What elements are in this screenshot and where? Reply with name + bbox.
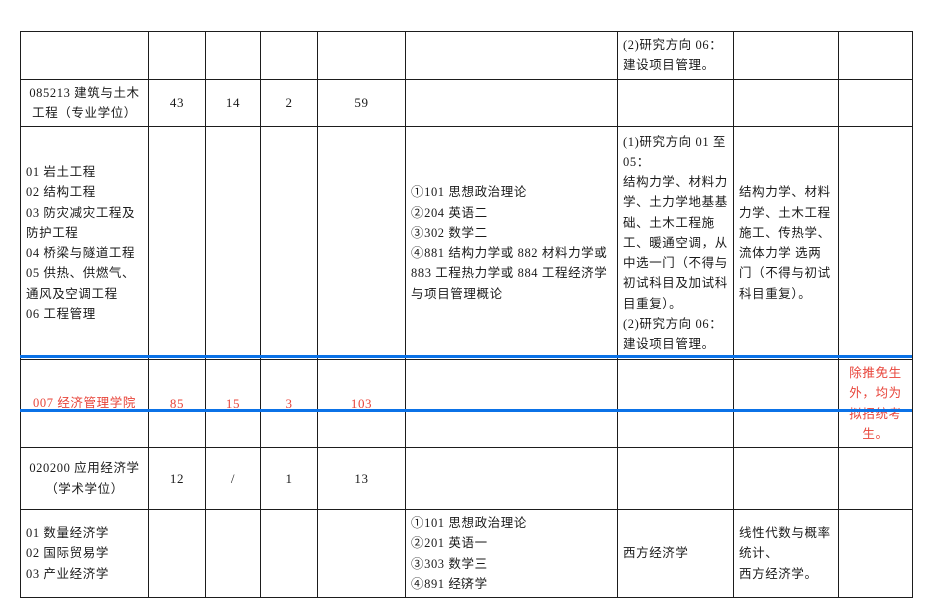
cell-other-count: 2 (260, 78, 318, 127)
cell-additional-subjects (733, 359, 839, 448)
cell-additional-subjects (733, 78, 839, 127)
cell-recommend-count: 14 (205, 78, 261, 127)
cell-other-count (260, 509, 318, 598)
cell-plan-count (148, 126, 206, 360)
cell-other-count: 1 (260, 447, 318, 510)
cell-program-name: 020200 应用经济学 （学术学位） (20, 447, 149, 510)
cell-total-count (317, 509, 406, 598)
cell-plan-count (148, 31, 206, 80)
cell-remarks (838, 31, 913, 80)
cell-retest-subjects: (1)研究方向 01 至 05： 结构力学、材料力学、土力学地基基础、土木工程施… (617, 126, 734, 360)
cell-remarks (838, 126, 913, 360)
cell-program-name (20, 31, 149, 80)
cell-retest-subjects (617, 447, 734, 510)
table-row: 085213 建筑与土木工程（专业学位） 43 14 2 59 (20, 78, 913, 127)
cell-total-count (317, 31, 406, 80)
cell-total-count: 13 (317, 447, 406, 510)
cell-remarks (838, 509, 913, 598)
cell-exam-subjects: ①101 思想政治理论 ②201 英语一 ③303 数学三 ④891 经济学 (405, 509, 618, 598)
cell-research-directions: 01 岩土工程 02 结构工程 03 防灾减灾工程及防护工程 04 桥梁与隧道工… (20, 126, 149, 360)
cell-plan-count: 12 (148, 447, 206, 510)
cell-recommend-count (205, 509, 261, 598)
cell-retest-subjects (617, 359, 734, 448)
cell-retest-subjects: 西方经济学 (617, 509, 734, 598)
cell-remarks: 除推免生外，均为拟招统考生。 (838, 359, 913, 448)
cell-recommend-count: / (205, 447, 261, 510)
table-row: 01 岩土工程 02 结构工程 03 防灾减灾工程及防护工程 04 桥梁与隧道工… (20, 126, 913, 360)
cell-retest-subjects (617, 78, 734, 127)
cell-plan-count: 85 (148, 359, 206, 448)
cell-exam-subjects (405, 31, 618, 80)
cell-other-count: 3 (260, 359, 318, 448)
accent-rule-top (20, 355, 912, 358)
cell-program-name: 085213 建筑与土木工程（专业学位） (20, 78, 149, 127)
cell-recommend-count (205, 126, 261, 360)
cell-other-count (260, 126, 318, 360)
table-row-highlight: 007 经济管理学院 85 15 3 103 除推免生外，均为拟招统考生。 (20, 359, 913, 448)
cell-total-count (317, 126, 406, 360)
cell-total-count: 59 (317, 78, 406, 127)
admissions-table-container: (2)研究方向 06： 建设项目管理。 085213 建筑与土木工程（专业学位）… (20, 31, 913, 598)
table-row: 020200 应用经济学 （学术学位） 12 / 1 13 (20, 447, 913, 510)
cell-research-directions: 01 数量经济学 02 国际贸易学 03 产业经济学 (20, 509, 149, 598)
cell-total-count: 103 (317, 359, 406, 448)
cell-recommend-count (205, 31, 261, 80)
cell-exam-subjects: ①101 思想政治理论 ②204 英语二 ③302 数学二 ④881 结构力学或… (405, 126, 618, 360)
cell-college-name: 007 经济管理学院 (20, 359, 149, 448)
table-row: (2)研究方向 06： 建设项目管理。 (20, 31, 913, 80)
cell-exam-subjects (405, 447, 618, 510)
accent-rule-bottom (20, 409, 912, 412)
cell-exam-subjects (405, 359, 618, 448)
cell-retest-subjects: (2)研究方向 06： 建设项目管理。 (617, 31, 734, 80)
cell-additional-subjects (733, 447, 839, 510)
cell-plan-count: 43 (148, 78, 206, 127)
page-number: 12 (459, 575, 473, 589)
admissions-table: (2)研究方向 06： 建设项目管理。 085213 建筑与土木工程（专业学位）… (20, 31, 913, 598)
cell-additional-subjects (733, 31, 839, 80)
cell-exam-subjects (405, 78, 618, 127)
table-row: 01 数量经济学 02 国际贸易学 03 产业经济学 ①101 思想政治理论 ②… (20, 509, 913, 598)
cell-additional-subjects: 线性代数与概率统计、 西方经济学。 (733, 509, 839, 598)
cell-additional-subjects: 结构力学、材料力学、土木工程施工、传热学、流体力学 选两门（不得与初试科目重复）… (733, 126, 839, 360)
cell-remarks (838, 78, 913, 127)
cell-recommend-count: 15 (205, 359, 261, 448)
cell-remarks (838, 447, 913, 510)
cell-other-count (260, 31, 318, 80)
